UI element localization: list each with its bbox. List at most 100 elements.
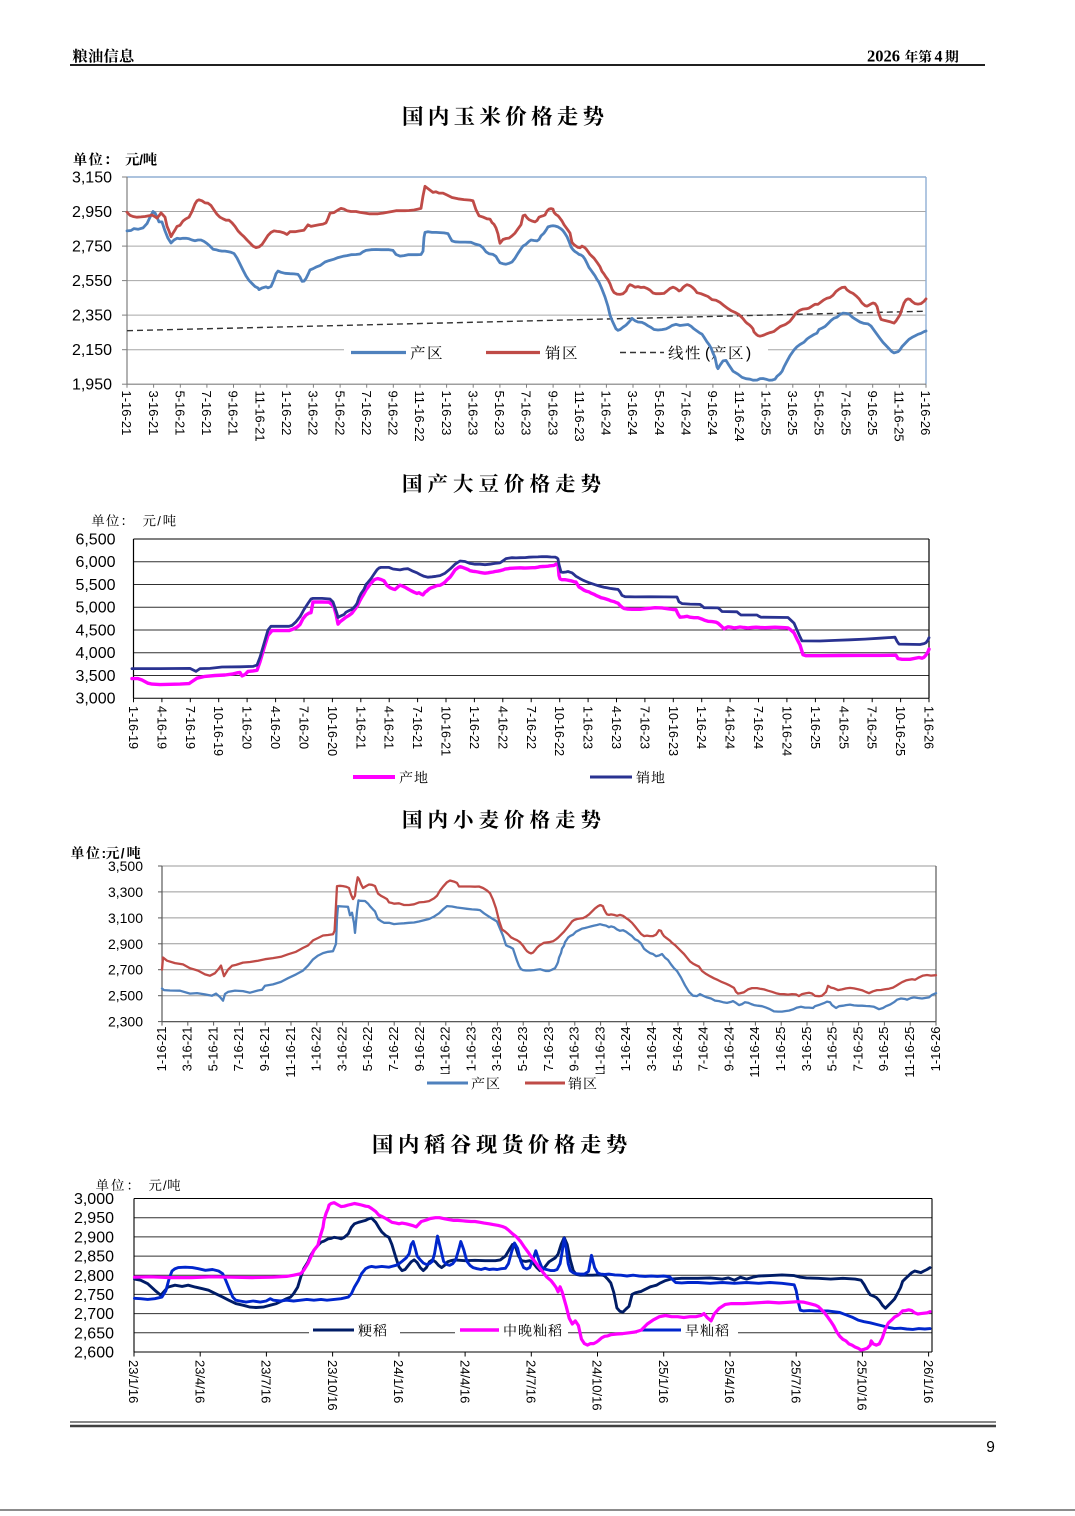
svg-text:10-16-23: 10-16-23: [666, 706, 680, 756]
svg-text:7-16-20: 7-16-20: [297, 706, 311, 749]
svg-text:9-16-23: 9-16-23: [545, 391, 560, 436]
svg-text:7-16-19: 7-16-19: [183, 706, 197, 749]
svg-text:10-16-24: 10-16-24: [779, 706, 793, 756]
svg-text:7-16-22: 7-16-22: [386, 1027, 401, 1072]
svg-text:23/1/16: 23/1/16: [126, 1360, 141, 1403]
svg-text:1-16-23: 1-16-23: [463, 1027, 478, 1072]
svg-text:3-16-23: 3-16-23: [465, 391, 480, 436]
svg-text:4-16-21: 4-16-21: [382, 706, 396, 749]
svg-text:3-16-25: 3-16-25: [799, 1027, 814, 1072]
svg-text:3-16-21: 3-16-21: [146, 391, 161, 436]
svg-text:2,750: 2,750: [74, 1287, 114, 1304]
svg-text:9-16-22: 9-16-22: [386, 391, 401, 436]
svg-text:24/7/16: 24/7/16: [524, 1360, 539, 1403]
svg-text:(: (: [705, 345, 711, 362]
svg-text:3-16-21: 3-16-21: [180, 1027, 195, 1072]
svg-text:5,000: 5,000: [75, 600, 115, 617]
svg-text:11-16-21: 11-16-21: [252, 391, 267, 442]
svg-text:4-16-20: 4-16-20: [268, 706, 282, 749]
svg-text:3,300: 3,300: [108, 884, 143, 900]
svg-text:23/10/16: 23/10/16: [325, 1360, 340, 1411]
svg-text:2,500: 2,500: [108, 988, 143, 1004]
svg-text:4-16-25: 4-16-25: [836, 706, 850, 749]
svg-text:1-16-26: 1-16-26: [928, 1027, 943, 1072]
svg-text:11-16-24: 11-16-24: [732, 391, 747, 442]
svg-text:1-16-25: 1-16-25: [773, 1027, 788, 1072]
svg-text:11-16-22: 11-16-22: [412, 391, 427, 442]
svg-text:1-16-22: 1-16-22: [467, 706, 481, 749]
svg-text:2026: 2026: [867, 47, 900, 66]
svg-text:4-16-19: 4-16-19: [154, 706, 168, 749]
svg-text:3,150: 3,150: [72, 170, 112, 187]
svg-text:2,850: 2,850: [74, 1249, 114, 1266]
svg-text:10-16-22: 10-16-22: [552, 706, 566, 756]
svg-text:1-16-25: 1-16-25: [808, 706, 822, 749]
svg-text:11-16-23: 11-16-23: [592, 1027, 607, 1078]
svg-text:5-16-24: 5-16-24: [652, 391, 667, 436]
svg-text:5-16-22: 5-16-22: [332, 391, 347, 436]
svg-text:3,000: 3,000: [75, 691, 115, 708]
svg-text:5-16-23: 5-16-23: [492, 391, 507, 436]
svg-text:1,950: 1,950: [72, 377, 112, 394]
svg-text:7-16-23: 7-16-23: [541, 1027, 556, 1072]
svg-text:25/1/16: 25/1/16: [656, 1360, 671, 1403]
svg-text:7-16-23: 7-16-23: [519, 391, 534, 436]
svg-text:3-16-22: 3-16-22: [334, 1027, 349, 1072]
svg-text:2,700: 2,700: [74, 1306, 114, 1323]
svg-text:2,150: 2,150: [72, 342, 112, 359]
svg-text:11-16-25: 11-16-25: [892, 391, 907, 442]
svg-text:3,500: 3,500: [75, 668, 115, 685]
svg-text:2,900: 2,900: [74, 1229, 114, 1246]
svg-text:7-16-22: 7-16-22: [524, 706, 538, 749]
svg-text:/: /: [139, 153, 143, 168]
svg-text:9-16-22: 9-16-22: [412, 1027, 427, 1072]
svg-text:7-16-24: 7-16-24: [751, 706, 765, 749]
svg-text:9-16-24: 9-16-24: [721, 1027, 736, 1072]
svg-text:1-16-23: 1-16-23: [581, 706, 595, 749]
svg-text:7-16-23: 7-16-23: [637, 706, 651, 749]
svg-text:23/7/16: 23/7/16: [259, 1360, 274, 1403]
svg-text:9-16-21: 9-16-21: [226, 391, 241, 436]
svg-text:1-16-24: 1-16-24: [694, 706, 708, 749]
svg-text:24/1/16: 24/1/16: [391, 1360, 406, 1403]
svg-text:/: /: [163, 1178, 167, 1193]
svg-text:3-16-25: 3-16-25: [785, 391, 800, 436]
svg-text:25/7/16: 25/7/16: [788, 1360, 803, 1403]
svg-text:10-16-21: 10-16-21: [439, 706, 453, 756]
svg-text:2,300: 2,300: [108, 1014, 143, 1030]
svg-text:): ): [746, 345, 751, 362]
svg-text:1-16-19: 1-16-19: [126, 706, 140, 749]
svg-text:4-16-24: 4-16-24: [723, 706, 737, 749]
svg-text:5-16-21: 5-16-21: [205, 1027, 220, 1072]
svg-text:4-16-22: 4-16-22: [495, 706, 509, 749]
svg-text:5-16-25: 5-16-25: [825, 1027, 840, 1072]
svg-text:1-16-26: 1-16-26: [922, 706, 936, 749]
svg-text:5-16-25: 5-16-25: [812, 391, 827, 436]
svg-text:9: 9: [986, 1439, 995, 1456]
svg-text:9-16-23: 9-16-23: [567, 1027, 582, 1072]
svg-text:2,650: 2,650: [74, 1325, 114, 1342]
svg-text:7-16-25: 7-16-25: [865, 706, 879, 749]
svg-text:11-16-24: 11-16-24: [747, 1027, 762, 1078]
svg-text:10-16-25: 10-16-25: [893, 706, 907, 756]
svg-text:25/10/16: 25/10/16: [855, 1360, 870, 1411]
svg-text:2,750: 2,750: [72, 239, 112, 256]
svg-text:3-16-24: 3-16-24: [644, 1027, 659, 1072]
svg-text:11-16-22: 11-16-22: [438, 1027, 453, 1078]
svg-text:7-16-25: 7-16-25: [850, 1027, 865, 1072]
svg-text:6,000: 6,000: [75, 554, 115, 571]
svg-text:9-16-25: 9-16-25: [865, 391, 880, 436]
svg-text:7-16-24: 7-16-24: [696, 1027, 711, 1072]
svg-text:1-16-22: 1-16-22: [309, 1027, 324, 1072]
svg-text:9-16-21: 9-16-21: [257, 1027, 272, 1072]
svg-text:4-16-23: 4-16-23: [609, 706, 623, 749]
svg-text:7-16-22: 7-16-22: [359, 391, 374, 436]
svg-text:11-16-21: 11-16-21: [283, 1027, 298, 1078]
svg-text:1-16-21: 1-16-21: [353, 706, 367, 749]
svg-text:26/1/16: 26/1/16: [921, 1360, 936, 1403]
svg-text:11-16-23: 11-16-23: [572, 391, 587, 442]
svg-text:1-16-24: 1-16-24: [618, 1027, 633, 1072]
svg-text:3,500: 3,500: [108, 858, 143, 874]
svg-text:3-16-24: 3-16-24: [625, 391, 640, 436]
svg-text:1-16-26: 1-16-26: [918, 391, 933, 436]
